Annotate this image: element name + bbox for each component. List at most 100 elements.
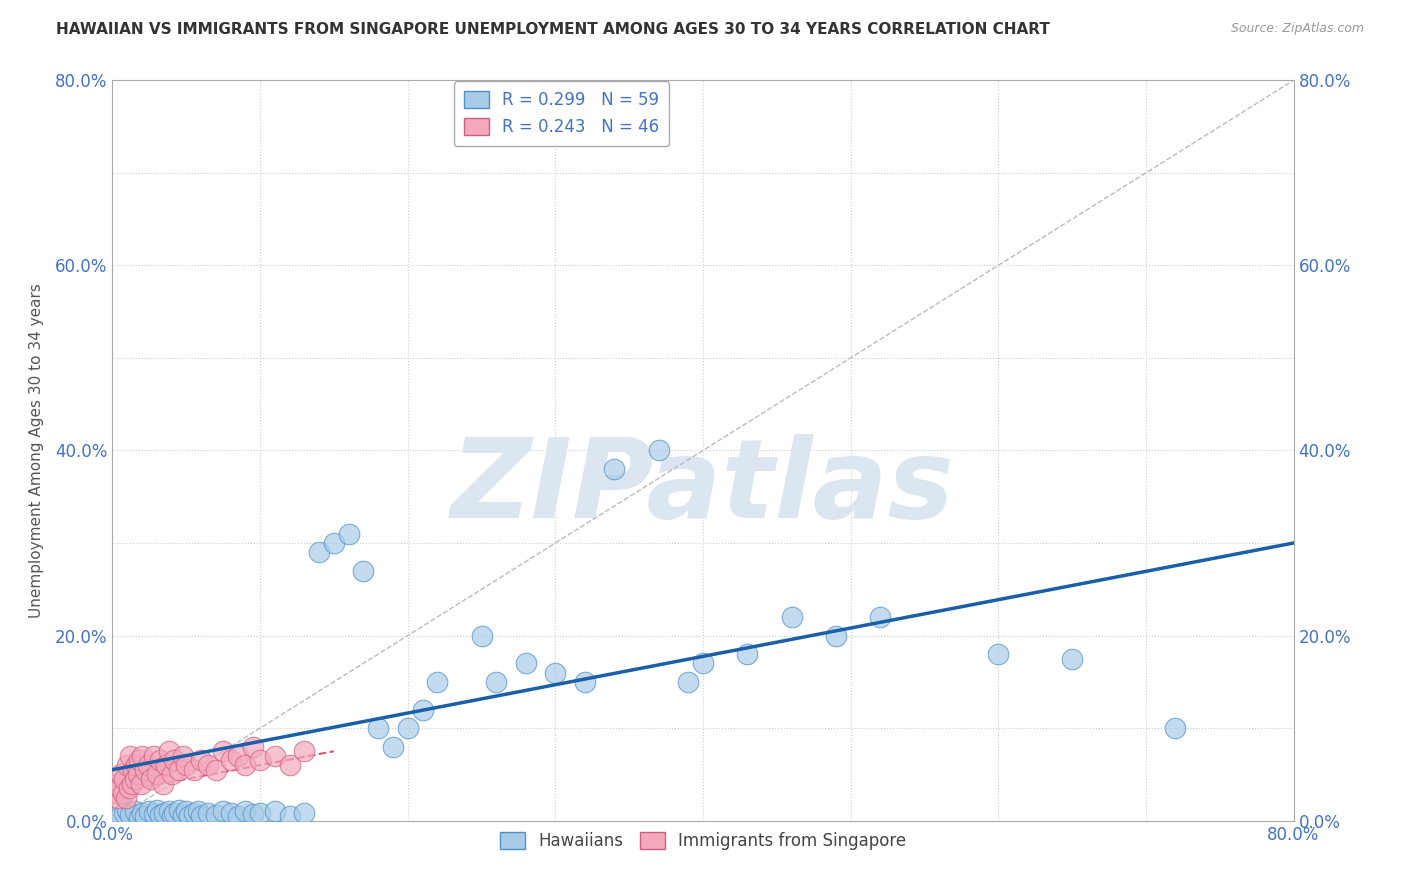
- Point: [647, 443, 671, 458]
- Point: [118, 781, 141, 796]
- Text: HAWAIIAN VS IMMIGRANTS FROM SINGAPORE UNEMPLOYMENT AMONG AGES 30 TO 34 YEARS COR: HAWAIIAN VS IMMIGRANTS FROM SINGAPORE UN…: [56, 22, 1050, 37]
- Point: [157, 805, 180, 819]
- Point: [278, 758, 301, 772]
- Point: [219, 754, 242, 768]
- Point: [824, 628, 846, 642]
- Point: [190, 809, 212, 823]
- Point: [249, 754, 271, 768]
- Point: [249, 806, 271, 821]
- Point: [125, 758, 148, 772]
- Point: [128, 811, 150, 825]
- Point: [470, 628, 494, 642]
- Point: [121, 776, 143, 791]
- Point: [678, 674, 700, 689]
- Point: [146, 767, 169, 781]
- Point: [242, 739, 264, 754]
- Point: [134, 809, 156, 823]
- Point: [149, 754, 172, 768]
- Point: [124, 772, 146, 786]
- Point: [117, 803, 138, 817]
- Point: [737, 647, 759, 661]
- Point: [174, 805, 197, 819]
- Point: [127, 767, 149, 781]
- Point: [233, 805, 256, 819]
- Point: [367, 721, 389, 735]
- Point: [292, 744, 315, 758]
- Point: [112, 806, 135, 821]
- Point: [120, 808, 142, 822]
- Point: [167, 763, 190, 777]
- Point: [172, 808, 194, 822]
- Point: [134, 763, 156, 777]
- Point: [692, 657, 714, 671]
- Point: [226, 748, 249, 763]
- Point: [160, 809, 183, 823]
- Point: [139, 772, 162, 786]
- Point: [987, 647, 1010, 661]
- Point: [603, 462, 626, 476]
- Point: [108, 781, 131, 796]
- Point: [869, 610, 891, 624]
- Point: [292, 806, 315, 821]
- Point: [153, 806, 176, 821]
- Point: [190, 754, 212, 768]
- Point: [382, 739, 405, 754]
- Point: [157, 744, 180, 758]
- Point: [1062, 651, 1084, 665]
- Point: [197, 806, 219, 821]
- Point: [108, 809, 131, 823]
- Point: [1164, 721, 1187, 735]
- Point: [163, 806, 186, 821]
- Point: [187, 805, 209, 819]
- Point: [131, 748, 153, 763]
- Point: [183, 763, 205, 777]
- Point: [183, 806, 205, 821]
- Point: [515, 657, 537, 671]
- Point: [142, 807, 165, 822]
- Point: [179, 809, 201, 823]
- Text: ZIPatlas: ZIPatlas: [451, 434, 955, 541]
- Point: [174, 758, 197, 772]
- Point: [574, 674, 596, 689]
- Point: [136, 758, 159, 772]
- Point: [233, 758, 256, 772]
- Point: [149, 808, 172, 822]
- Point: [205, 808, 228, 822]
- Point: [142, 748, 165, 763]
- Point: [128, 754, 150, 768]
- Y-axis label: Unemployment Among Ages 30 to 34 years: Unemployment Among Ages 30 to 34 years: [30, 283, 44, 618]
- Point: [160, 767, 183, 781]
- Point: [152, 776, 174, 791]
- Point: [114, 790, 136, 805]
- Point: [219, 806, 242, 821]
- Point: [278, 809, 301, 823]
- Point: [242, 807, 264, 822]
- Point: [264, 805, 287, 819]
- Point: [167, 803, 190, 817]
- Point: [352, 564, 374, 578]
- Point: [172, 748, 194, 763]
- Point: [112, 772, 135, 786]
- Point: [111, 786, 134, 800]
- Point: [212, 744, 235, 758]
- Point: [396, 721, 419, 735]
- Point: [411, 703, 433, 717]
- Point: [780, 610, 803, 624]
- Point: [122, 763, 145, 777]
- Point: [485, 674, 508, 689]
- Legend: Hawaiians, Immigrants from Singapore: Hawaiians, Immigrants from Singapore: [494, 825, 912, 856]
- Point: [129, 776, 152, 791]
- Point: [104, 786, 127, 800]
- Point: [226, 809, 249, 823]
- Point: [146, 803, 169, 817]
- Point: [120, 748, 142, 763]
- Point: [107, 790, 129, 805]
- Point: [308, 545, 330, 559]
- Point: [138, 805, 160, 819]
- Point: [110, 767, 132, 781]
- Point: [197, 758, 219, 772]
- Point: [323, 536, 346, 550]
- Point: [105, 776, 128, 791]
- Point: [337, 526, 360, 541]
- Point: [155, 758, 177, 772]
